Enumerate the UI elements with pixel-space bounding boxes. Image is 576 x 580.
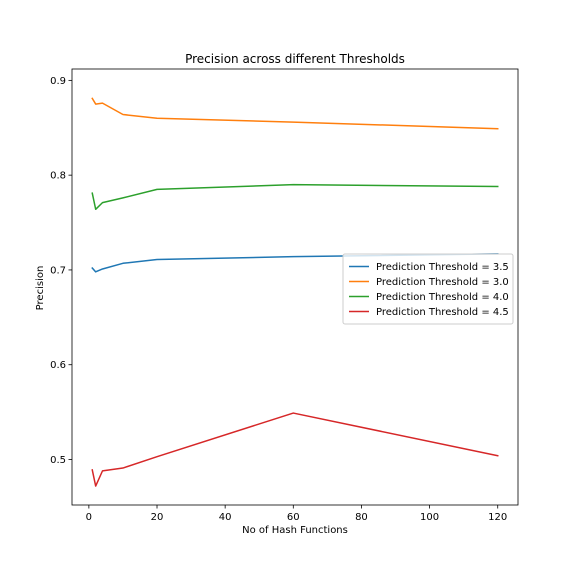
legend-entry-label: Prediction Threshold = 3.5 [376,262,509,273]
x-tick-label: 20 [151,512,164,523]
x-axis-ticks: 0 20 40 60 80 100 120 [86,505,507,523]
legend: Prediction Threshold = 3.5 Prediction Thr… [342,253,514,325]
x-tick-label: 100 [420,512,439,523]
y-tick-label: 0.9 [50,76,66,87]
y-tick-label: 0.7 [50,265,66,276]
y-tick-label: 0.6 [50,360,66,371]
series-line-2 [91,97,499,130]
chart-title: Precision across different Thresholds [185,52,405,66]
y-axis-ticks: 0.5 0.6 0.7 0.8 0.9 [50,76,72,466]
axes-frame [71,68,519,506]
series-line-3 [91,183,499,211]
y-tick-label: 0.8 [50,171,66,182]
x-tick-label: 60 [287,512,300,523]
series-lines [91,97,499,487]
series-line-4 [91,412,499,487]
legend-entry-label: Prediction Threshold = 3.0 [376,277,509,288]
y-axis-label: Precision [35,266,46,311]
x-tick-label: 40 [219,512,232,523]
series-line-1 [91,253,499,273]
x-axis-label: No of Hash Functions [242,525,348,536]
x-tick-label: 120 [488,512,507,523]
legend-box [342,253,514,325]
x-tick-label: 0 [86,512,92,523]
legend-entry-label: Prediction Threshold = 4.5 [376,307,509,318]
x-tick-label: 80 [355,512,368,523]
plot-area-border [71,68,519,506]
y-tick-label: 0.5 [50,455,66,466]
legend-entry-label: Prediction Threshold = 4.0 [376,292,509,303]
